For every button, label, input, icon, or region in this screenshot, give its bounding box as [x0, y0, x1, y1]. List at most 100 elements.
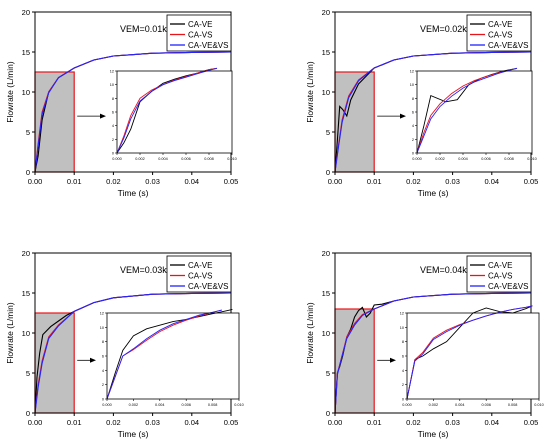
zoom-arrow-head	[390, 357, 396, 363]
inset-y-tick-label: 6	[402, 355, 404, 359]
inset-zoom: 0.000 0.002 0.004 0.006 0.008 0.010 0 2 4 6 8 10 12	[110, 67, 237, 161]
inset-x-tick-label: 0.006	[481, 157, 491, 161]
inset-x-tick-label: 0.000	[102, 403, 112, 407]
x-tick-label: 0.02	[106, 177, 121, 186]
y-tick-label: 15	[322, 48, 330, 57]
x-tick-label: 0.03	[145, 177, 160, 186]
x-tick-label: 0.05	[224, 177, 239, 186]
inset-x-tick-label: 0.008	[204, 157, 214, 161]
x-tick-label: 0.01	[67, 418, 82, 427]
vem-annotation: VEM=0.01kg	[120, 24, 172, 34]
x-tick-label: 0.02	[406, 177, 421, 186]
inset-background	[107, 313, 239, 399]
inset-zoom: 0.000 0.002 0.004 0.006 0.008 0.010 0 2 4 6 8 10 12	[410, 67, 537, 161]
inset-x-tick-label: 0.000	[112, 157, 122, 161]
x-tick-label: 0.04	[484, 418, 499, 427]
legend-label: CA-VS	[488, 272, 512, 281]
inset-x-tick-label: 0.004	[458, 157, 468, 161]
inset-y-tick-label: 12	[110, 70, 114, 74]
inset-x-tick-label: 0.002	[135, 157, 145, 161]
inset-x-tick-label: 0.008	[504, 157, 514, 161]
inset-y-tick-label: 4	[112, 124, 114, 128]
inset-y-tick-label: 4	[402, 369, 404, 373]
y-tick-label: 15	[322, 289, 330, 298]
x-tick-label: 0.00	[328, 418, 343, 427]
legend-label: CA-VE&VS	[488, 282, 528, 291]
y-tick-label: 0	[26, 409, 30, 418]
legend-label: CA-VE	[488, 261, 512, 270]
inset-y-tick-label: 2	[102, 383, 104, 387]
inset-background	[407, 313, 539, 399]
x-tick-label: 0.00	[28, 418, 43, 427]
inset-x-tick-label: 0.010	[234, 403, 244, 407]
x-tick-label: 0.01	[67, 177, 82, 186]
inset-y-tick-label: 12	[100, 312, 104, 316]
y-tick-label: 5	[26, 369, 30, 378]
inset-x-tick-label: 0.004	[155, 403, 165, 407]
x-tick-label: 0.04	[484, 177, 499, 186]
x-axis-label: Time (s)	[418, 188, 449, 198]
inset-y-tick-label: 10	[400, 326, 404, 330]
inset-x-tick-label: 0.000	[412, 157, 422, 161]
x-tick-label: 0.05	[224, 418, 239, 427]
inset-series-ca-ve-vs	[406, 305, 533, 400]
y-tick-label: 5	[326, 369, 330, 378]
inset-y-tick-label: 12	[400, 312, 404, 316]
inset-x-tick-label: 0.010	[534, 403, 544, 407]
y-tick-label: 20	[22, 249, 30, 258]
legend-label: CA-VS	[188, 272, 212, 281]
y-tick-label: 10	[22, 329, 30, 338]
y-axis-label: Flowrate (L/min)	[305, 61, 315, 123]
inset-x-tick-label: 0.010	[227, 157, 237, 161]
series-line-ca-ve-vs	[334, 51, 532, 173]
inset-y-tick-label: 0	[402, 398, 404, 402]
y-tick-label: 15	[22, 48, 30, 57]
inset-y-tick-label: 8	[412, 97, 414, 101]
legend-label: CA-VS	[188, 31, 212, 40]
legend-label: CA-VE&VS	[188, 282, 228, 291]
inset-x-tick-label: 0.008	[508, 403, 518, 407]
vem-annotation: VEM=0.03kg	[120, 265, 172, 275]
zoom-arrow-head	[90, 357, 96, 363]
inset-x-tick-label: 0.006	[481, 403, 491, 407]
x-tick-label: 0.05	[524, 177, 539, 186]
x-tick-label: 0.01	[367, 418, 382, 427]
inset-zoom: 0.000 0.002 0.004 0.006 0.008 0.010 0 2 4 6 8 10 12	[400, 305, 544, 407]
inset-series-ca-ve-vs	[416, 67, 518, 154]
inset-y-tick-label: 10	[100, 326, 104, 330]
inset-y-tick-label: 10	[110, 83, 114, 87]
x-tick-label: 0.04	[184, 418, 199, 427]
inset-y-tick-label: 0	[112, 152, 114, 156]
y-tick-label: 0	[26, 168, 30, 177]
inset-x-tick-label: 0.006	[181, 403, 191, 407]
inset-series-ca-ve-vs	[116, 67, 218, 154]
x-tick-label: 0.04	[184, 177, 199, 186]
y-axis-label: Flowrate (L/min)	[5, 302, 15, 364]
y-tick-label: 5	[326, 128, 330, 137]
y-axis-label: Flowrate (L/min)	[5, 61, 15, 123]
inset-y-tick-label: 6	[102, 355, 104, 359]
y-tick-label: 20	[22, 8, 30, 17]
zoom-arrow-head	[400, 113, 406, 119]
y-tick-label: 20	[322, 249, 330, 258]
y-tick-label: 20	[322, 8, 330, 17]
inset-y-tick-label: 4	[102, 369, 104, 373]
inset-y-tick-label: 10	[410, 83, 414, 87]
y-tick-label: 10	[322, 329, 330, 338]
inset-x-tick-label: 0.002	[435, 157, 445, 161]
x-tick-label: 0.02	[406, 418, 421, 427]
inset-x-tick-label: 0.006	[181, 157, 191, 161]
legend-label: CA-VE	[188, 20, 212, 29]
inset-x-tick-label: 0.008	[208, 403, 218, 407]
x-tick-label: 0.03	[445, 418, 460, 427]
x-axis-label: Time (s)	[418, 429, 449, 439]
inset-y-tick-label: 0	[102, 398, 104, 402]
inset-y-tick-label: 6	[112, 111, 114, 115]
legend-label: CA-VS	[488, 31, 512, 40]
inset-x-tick-label: 0.002	[429, 403, 439, 407]
inset-zoom: 0.000 0.002 0.004 0.006 0.008 0.010 0 2 4 6 8 10 12	[100, 308, 244, 407]
